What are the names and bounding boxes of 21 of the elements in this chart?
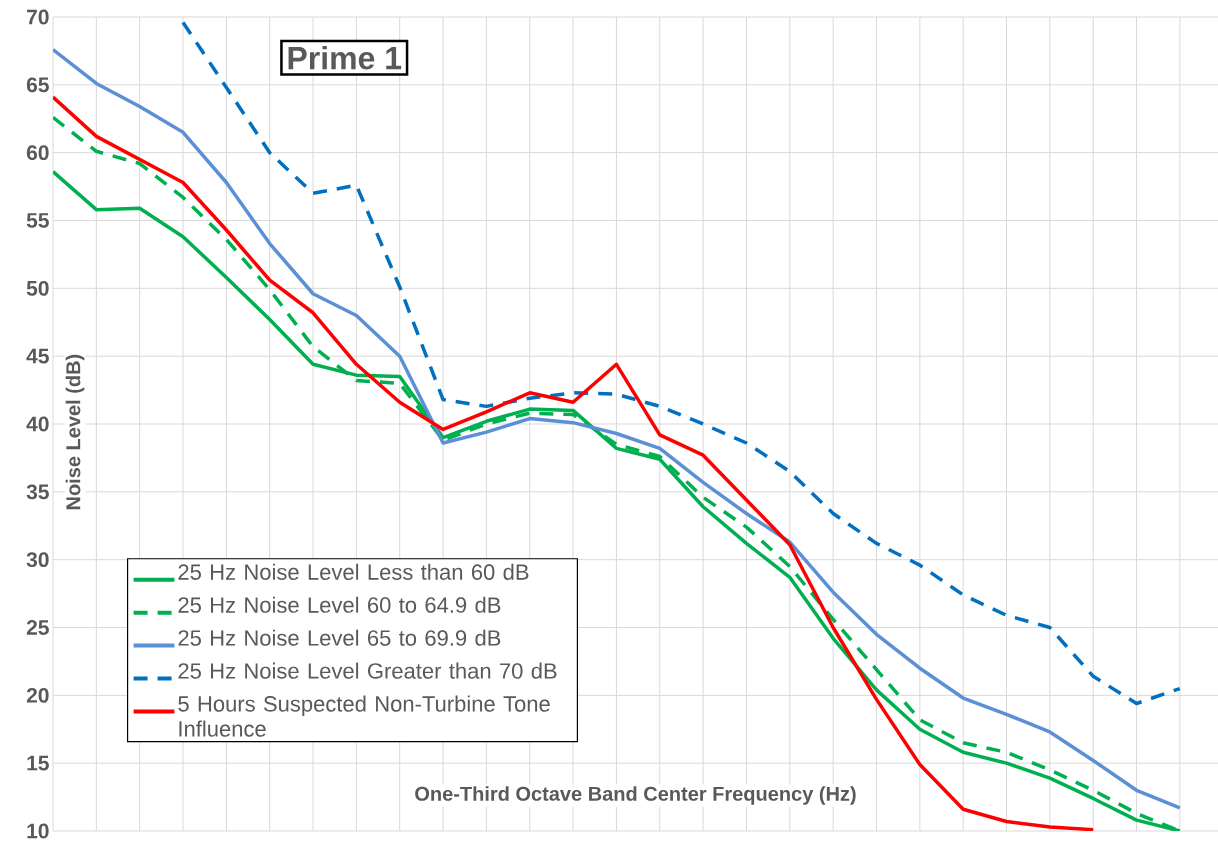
y-tick-label: 60 bbox=[26, 145, 49, 161]
y-tick-label: 50 bbox=[26, 280, 49, 296]
legend-label: 25 Hz Noise Level 60 to 64.9 dB bbox=[178, 596, 501, 613]
y-tick-label: 70 bbox=[27, 9, 49, 25]
y-tick-label: 10 bbox=[27, 823, 49, 839]
y-tick-label: 65 bbox=[26, 77, 49, 93]
y-tick-label: 20 bbox=[26, 687, 49, 703]
x-axis-title: One-Third Octave Band Center Frequency (Hz) bbox=[415, 786, 856, 805]
y-axis-title: Noise Level (dB) bbox=[65, 354, 85, 510]
annotation: Prime 1 bbox=[288, 45, 402, 70]
y-tick-label: 40 bbox=[26, 416, 49, 432]
y-tick-label: 45 bbox=[26, 348, 49, 364]
y-tick-label: 55 bbox=[26, 213, 49, 228]
legend-label: 25 Hz Noise Level 65 to 69.9 dB bbox=[178, 629, 501, 646]
y-tick-label: 35 bbox=[26, 484, 49, 500]
y-tick-label: 15 bbox=[27, 755, 49, 771]
legend-label: 25 Hz Noise Level Less than 60 dB bbox=[178, 563, 529, 580]
legend-label: 5 Hours Suspected Non-Turbine Tone Influence bbox=[178, 695, 550, 737]
y-tick-label: 30 bbox=[26, 552, 49, 568]
legend-label: 25 Hz Noise Level Greater than 70 dB bbox=[178, 662, 557, 679]
y-tick-label: 25 bbox=[26, 620, 49, 635]
